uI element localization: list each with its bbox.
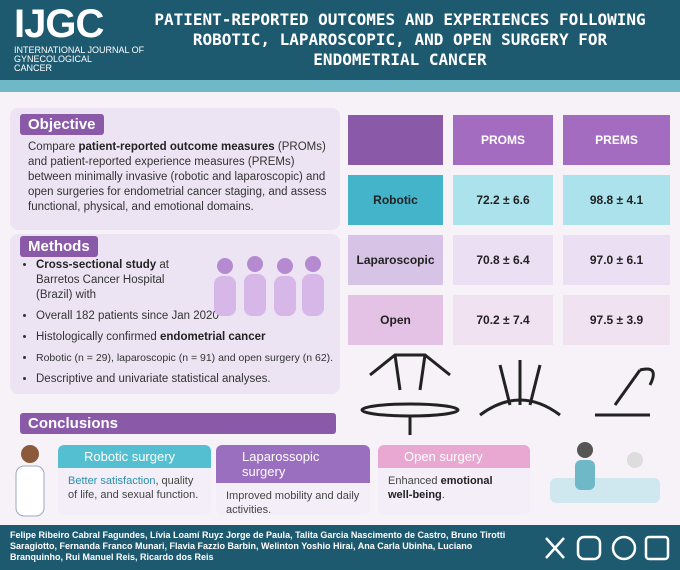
patient-illustration [550, 442, 660, 503]
methods-heading: Methods [20, 236, 98, 257]
text: patient-reported outcome measures [78, 141, 275, 153]
card-text: Improved mobility and daily activities. [216, 483, 370, 523]
card-text: Enhanced emotional well-being. [378, 468, 530, 508]
table-cell: 97.0 ± 6.1 [563, 235, 670, 285]
table-corner [348, 115, 443, 165]
title-line: PATIENT-REPORTED OUTCOMES AND EXPERIENCE… [154, 10, 646, 29]
text: Improved mobility and daily activities. [226, 490, 360, 516]
text: endometrial cancer [160, 331, 266, 343]
card-title: Robotic surgery [58, 445, 211, 468]
doctor-illustration [15, 445, 45, 517]
column-header: PREMS [563, 115, 670, 165]
row-label: Laparoscopic [348, 235, 443, 285]
footer-band [0, 525, 680, 570]
card-title: Laparossopic surgery [216, 445, 370, 483]
text: Histologically confirmed [36, 331, 160, 343]
instagram-icon[interactable] [576, 535, 602, 561]
table-cell: 70.2 ± 7.4 [453, 295, 553, 345]
text: . [441, 489, 445, 501]
text: Enhanced [388, 475, 441, 487]
title-line: ENDOMETRIAL CANCER [313, 50, 487, 69]
authors: Felipe Ribeiro Cabral Fagundes, Lívia Lo… [10, 530, 506, 562]
card: Laparossopic surgery Improved mobility a… [216, 445, 370, 516]
surgery-illustrations [360, 353, 655, 435]
table-cell: 72.2 ± 6.6 [453, 175, 553, 225]
logo: IJGC [14, 2, 104, 46]
table-cell: 98.8 ± 4.1 [563, 175, 670, 225]
header-band [0, 0, 680, 80]
card-text: Better satisfaction, quality of life, an… [58, 468, 211, 508]
card-title: Open surgery [378, 445, 530, 468]
conclusions-heading: Conclusions [20, 413, 336, 434]
logo-line: INTERNATIONAL JOURNAL OF [14, 45, 145, 55]
text: (PROMs) and patient-reported experience … [28, 141, 327, 213]
logo-sub: INTERNATIONAL JOURNAL OF GYNECOLOGICAL CAN… [14, 46, 144, 73]
card: Robotic surgery Better satisfaction, qua… [58, 445, 211, 515]
social-icons [545, 535, 670, 561]
bullet: Histologically confirmed endometrial can… [36, 330, 336, 345]
women-illustration [214, 256, 324, 316]
column-header: PROMS [453, 115, 553, 165]
header-strip [0, 80, 680, 92]
methods-list: Cross-sectional study at Barretos Cancer… [10, 258, 333, 387]
table-cell: 97.5 ± 3.9 [563, 295, 670, 345]
card: Open surgery Enhanced emotional well-bei… [378, 445, 530, 515]
text: Compare [28, 141, 79, 153]
linkedin-icon[interactable] [644, 535, 670, 561]
bullet: Overall 182 patients since Jan 2020 [36, 309, 336, 324]
objective-text: Compare patient-reported outcome measure… [28, 140, 333, 215]
logo-line: GYNECOLOGICAL [14, 54, 93, 64]
row-label: Open [348, 295, 443, 345]
row-label: Robotic [348, 175, 443, 225]
text: , quality of life, and sexual function. [68, 475, 199, 501]
logo-line: CANCER [14, 63, 53, 73]
objective-heading: Objective [20, 114, 104, 135]
bullet: Cross-sectional study at Barretos Cancer… [36, 258, 196, 303]
facebook-icon[interactable] [611, 535, 637, 561]
x-icon[interactable] [545, 537, 565, 559]
text: at Barretos Cancer Hospital (Brazil) wit… [36, 259, 169, 301]
text: Cross-sectional study [36, 259, 157, 271]
text: Better satisfaction [68, 475, 156, 487]
title-line: ROBOTIC, LAPAROSCOPIC, AND OPEN SURGERY … [192, 30, 608, 49]
title: PATIENT-REPORTED OUTCOMES AND EXPERIENCE… [130, 10, 670, 70]
bullet: Descriptive and univariate statistical a… [36, 372, 336, 387]
bullet: Robotic (n = 29), laparoscopic (n = 91) … [36, 351, 346, 366]
text: Overall 182 patients since Jan 2020 [36, 310, 219, 322]
text: emotional well-being [388, 475, 493, 501]
table-cell: 70.8 ± 6.4 [453, 235, 553, 285]
text: Descriptive and univariate statistical a… [36, 373, 271, 385]
text: Robotic (n = 29), laparoscopic (n = 91) … [36, 352, 334, 364]
